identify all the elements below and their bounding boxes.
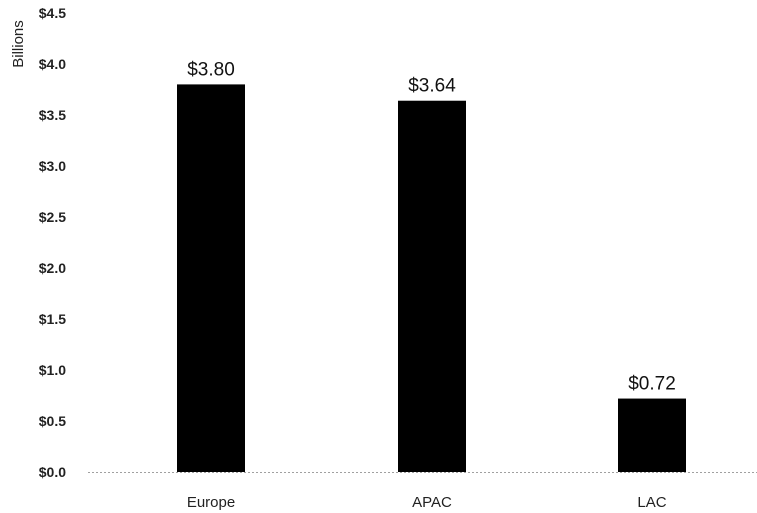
data-labels: $3.80 $3.64 $0.72 [187, 59, 676, 394]
y-tick-label: $2.0 [39, 260, 66, 276]
y-axis-ticks: $0.0 $0.5 $1.0 $1.5 $2.0 $2.5 $3.0 $3.5 $4.0 $4.5 [39, 5, 66, 480]
bar-apac [398, 100, 466, 472]
x-axis-labels: Europe APAC LAC [187, 494, 667, 511]
y-tick-label: $2.5 [39, 209, 66, 225]
y-tick-label: $3.0 [39, 158, 66, 174]
x-tick-label-lac: LAC [637, 494, 666, 511]
bar-lac [618, 398, 686, 472]
y-axis-title: Billions [10, 20, 27, 68]
data-label-lac: $0.72 [628, 374, 676, 395]
bar-europe [177, 84, 245, 473]
y-tick-label: $1.5 [39, 311, 66, 327]
x-tick-label-europe: Europe [187, 494, 235, 511]
data-label-europe: $3.80 [187, 59, 235, 80]
bar-series [177, 84, 686, 473]
y-tick-label: $0.0 [39, 464, 66, 480]
data-label-apac: $3.64 [408, 76, 456, 97]
y-tick-label: $4.5 [39, 5, 66, 21]
y-tick-label: $4.0 [39, 56, 66, 72]
y-tick-label: $1.0 [39, 362, 66, 378]
y-tick-label: $0.5 [39, 413, 66, 429]
x-tick-label-apac: APAC [412, 494, 452, 511]
y-tick-label: $3.5 [39, 107, 66, 123]
